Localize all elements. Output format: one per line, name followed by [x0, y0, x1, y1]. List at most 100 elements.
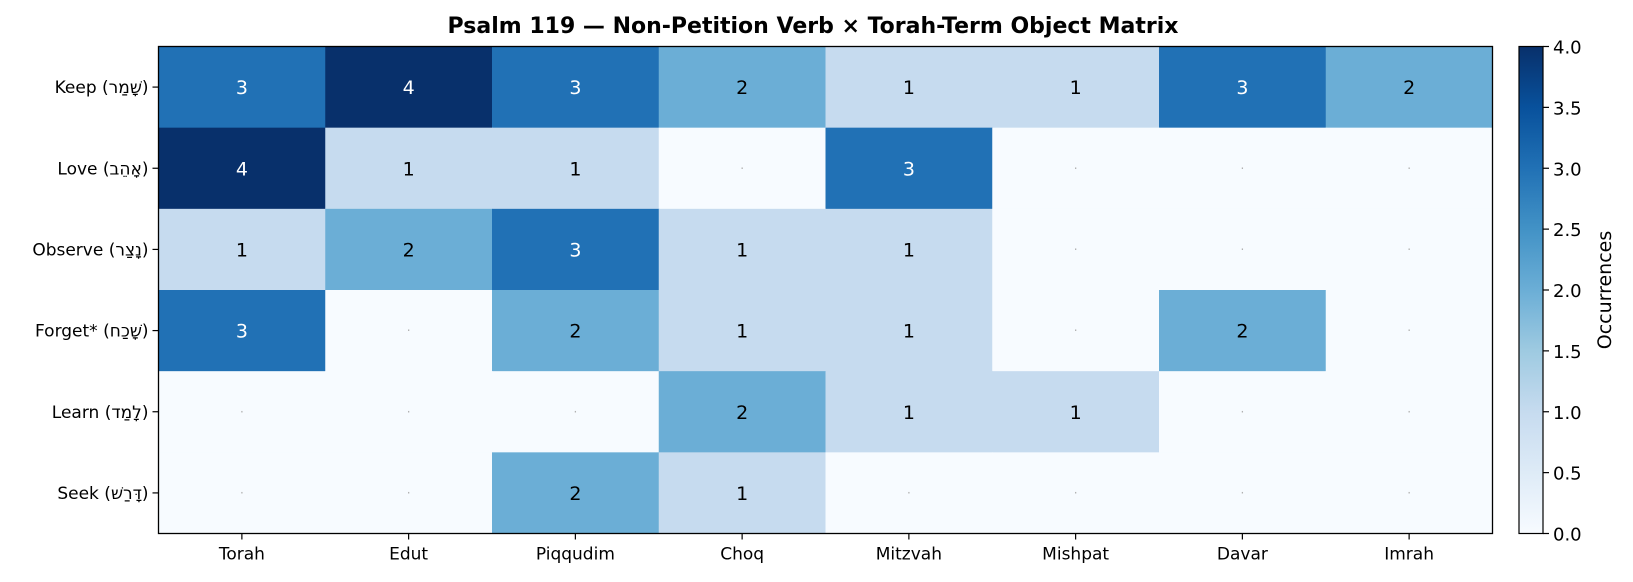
x-tick-label: Imrah — [1384, 545, 1434, 565]
heatmap-cell — [992, 290, 1160, 372]
colorbar-tick-label: 0.0 — [1553, 525, 1582, 546]
cell-value-label: 3 — [236, 77, 248, 99]
heatmap-cell — [325, 290, 493, 372]
heatmap-cell — [1159, 290, 1327, 372]
heatmap-cell — [1325, 127, 1493, 210]
x-tick-label: Edut — [389, 545, 428, 565]
zero-marker: · — [1240, 242, 1244, 256]
cell-value-label: 2 — [1236, 321, 1248, 343]
cell-value-label: 1 — [569, 158, 581, 180]
colorbar-tick-label: 3.5 — [1553, 98, 1582, 119]
heatmap-cell — [1325, 290, 1493, 372]
cell-value-label: 1 — [736, 239, 748, 261]
zero-marker: · — [1240, 486, 1244, 500]
colorbar-tick-label: 0.5 — [1553, 464, 1582, 485]
colorbar-tick-label: 2.5 — [1553, 220, 1582, 241]
x-axis-ticks: Torah Edut Piqqudim Choq Mitzvah Mishpat Davar… — [218, 533, 1434, 565]
heatmap-cell — [825, 127, 993, 210]
heatmap-cell — [992, 371, 1160, 453]
heatmap-cell — [325, 208, 493, 291]
colorbar-tick-label: 4.0 — [1553, 38, 1582, 59]
zero-marker: · — [1074, 324, 1078, 338]
heatmap-cell — [158, 208, 326, 291]
zero-marker: · — [1074, 486, 1078, 500]
cell-value-label: 1 — [1070, 402, 1082, 424]
heatmap-cell — [492, 371, 660, 453]
heatmap-cell — [658, 127, 826, 210]
cell-value-label: 2 — [569, 483, 581, 505]
colorbar-ticks: 0.0 0.5 1.0 1.5 2.0 2.5 3.0 3.5 4.0 — [1543, 38, 1582, 546]
colorbar-tick-label: 2.0 — [1553, 281, 1582, 302]
cell-value-label: 1 — [403, 158, 415, 180]
heatmap-cell — [492, 290, 660, 372]
heatmap-cell — [1159, 452, 1327, 534]
heatmap-cell — [992, 452, 1160, 534]
zero-marker: · — [407, 486, 411, 500]
y-tick-label: Learn (לָמַד) — [52, 403, 149, 423]
heatmap-cell — [1159, 371, 1327, 453]
heatmap-cell — [325, 46, 493, 129]
y-tick-label: Observe (נָצַר) — [32, 240, 148, 260]
zero-marker: · — [1074, 242, 1078, 256]
zero-marker: · — [573, 405, 577, 419]
zero-marker: · — [1407, 405, 1411, 419]
plot-frame — [157, 45, 1494, 535]
y-tick-label: Love (אָהֵב) — [57, 159, 148, 179]
cell-value-label: 3 — [1236, 77, 1248, 99]
zero-marker: · — [740, 161, 744, 175]
zero-marker: · — [1407, 242, 1411, 256]
cell-value-label: 2 — [403, 239, 415, 261]
y-tick-label: Keep (שָׁמַר) — [55, 78, 149, 98]
x-tick-label: Mitzvah — [876, 545, 942, 565]
x-tick-label: Choq — [720, 545, 764, 565]
heatmap-cell — [158, 452, 326, 534]
cell-value-label: 3 — [903, 158, 915, 180]
heatmap-cell — [1325, 452, 1493, 534]
heatmap-cell — [658, 208, 826, 291]
zero-marker: · — [1407, 161, 1411, 175]
cell-value-label: 4 — [403, 77, 415, 99]
heatmap-cell — [325, 371, 493, 453]
cell-value-label: 1 — [903, 77, 915, 99]
cell-value-label: 2 — [1403, 77, 1415, 99]
x-tick-label: Mishpat — [1042, 545, 1109, 565]
heatmap-cell — [825, 290, 993, 372]
heatmap-cell — [325, 127, 493, 210]
heatmap-cell — [825, 371, 993, 453]
colorbar-tick-label: 1.5 — [1553, 342, 1582, 363]
heatmap-cell — [658, 290, 826, 372]
colorbar-tick-label: 3.0 — [1553, 159, 1582, 180]
zero-marker: · — [407, 324, 411, 338]
heatmap-cell — [1159, 127, 1327, 210]
cell-value-label: 1 — [903, 239, 915, 261]
cell-value-label: 1 — [736, 483, 748, 505]
cell-value-label: 2 — [736, 77, 748, 99]
heatmap-cell — [325, 452, 493, 534]
zero-marker: · — [240, 486, 244, 500]
heatmap-cell — [825, 208, 993, 291]
cell-value-label: 3 — [569, 77, 581, 99]
cell-value-label: 2 — [569, 321, 581, 343]
x-tick-label: Davar — [1217, 545, 1268, 565]
cell-value-label: 3 — [569, 239, 581, 261]
heatmap-cell — [158, 290, 326, 372]
heatmap-cell-labels: 3 4 3 2 1 1 3 2 4 1 1 · 3 · · · 1 2 3 1 1 · · · 3 · 2 1 1 · 2 · · · · 2 1 1 · ·… — [236, 77, 1415, 505]
heatmap-cell — [992, 127, 1160, 210]
heatmap-cell — [158, 371, 326, 453]
heatmap-cell — [658, 46, 826, 129]
heatmap-cells — [158, 46, 1493, 534]
heatmap-cell — [492, 46, 660, 129]
y-axis-ticks: Keep (שָׁמַר) Love (אָהֵב) Observe (נָצַר)… — [32, 78, 159, 504]
zero-marker: · — [1074, 161, 1078, 175]
heatmap-cell — [825, 452, 993, 534]
zero-marker: · — [1407, 486, 1411, 500]
x-tick-label: Piqqudim — [536, 545, 615, 565]
zero-marker: · — [407, 405, 411, 419]
cell-value-label: 1 — [236, 239, 248, 261]
colorbar-label: Occurrences — [1594, 231, 1616, 350]
heatmap-cell — [1159, 46, 1327, 129]
heatmap-cell — [158, 127, 326, 210]
heatmap-cell — [1325, 371, 1493, 453]
heatmap-cell — [1325, 46, 1493, 129]
